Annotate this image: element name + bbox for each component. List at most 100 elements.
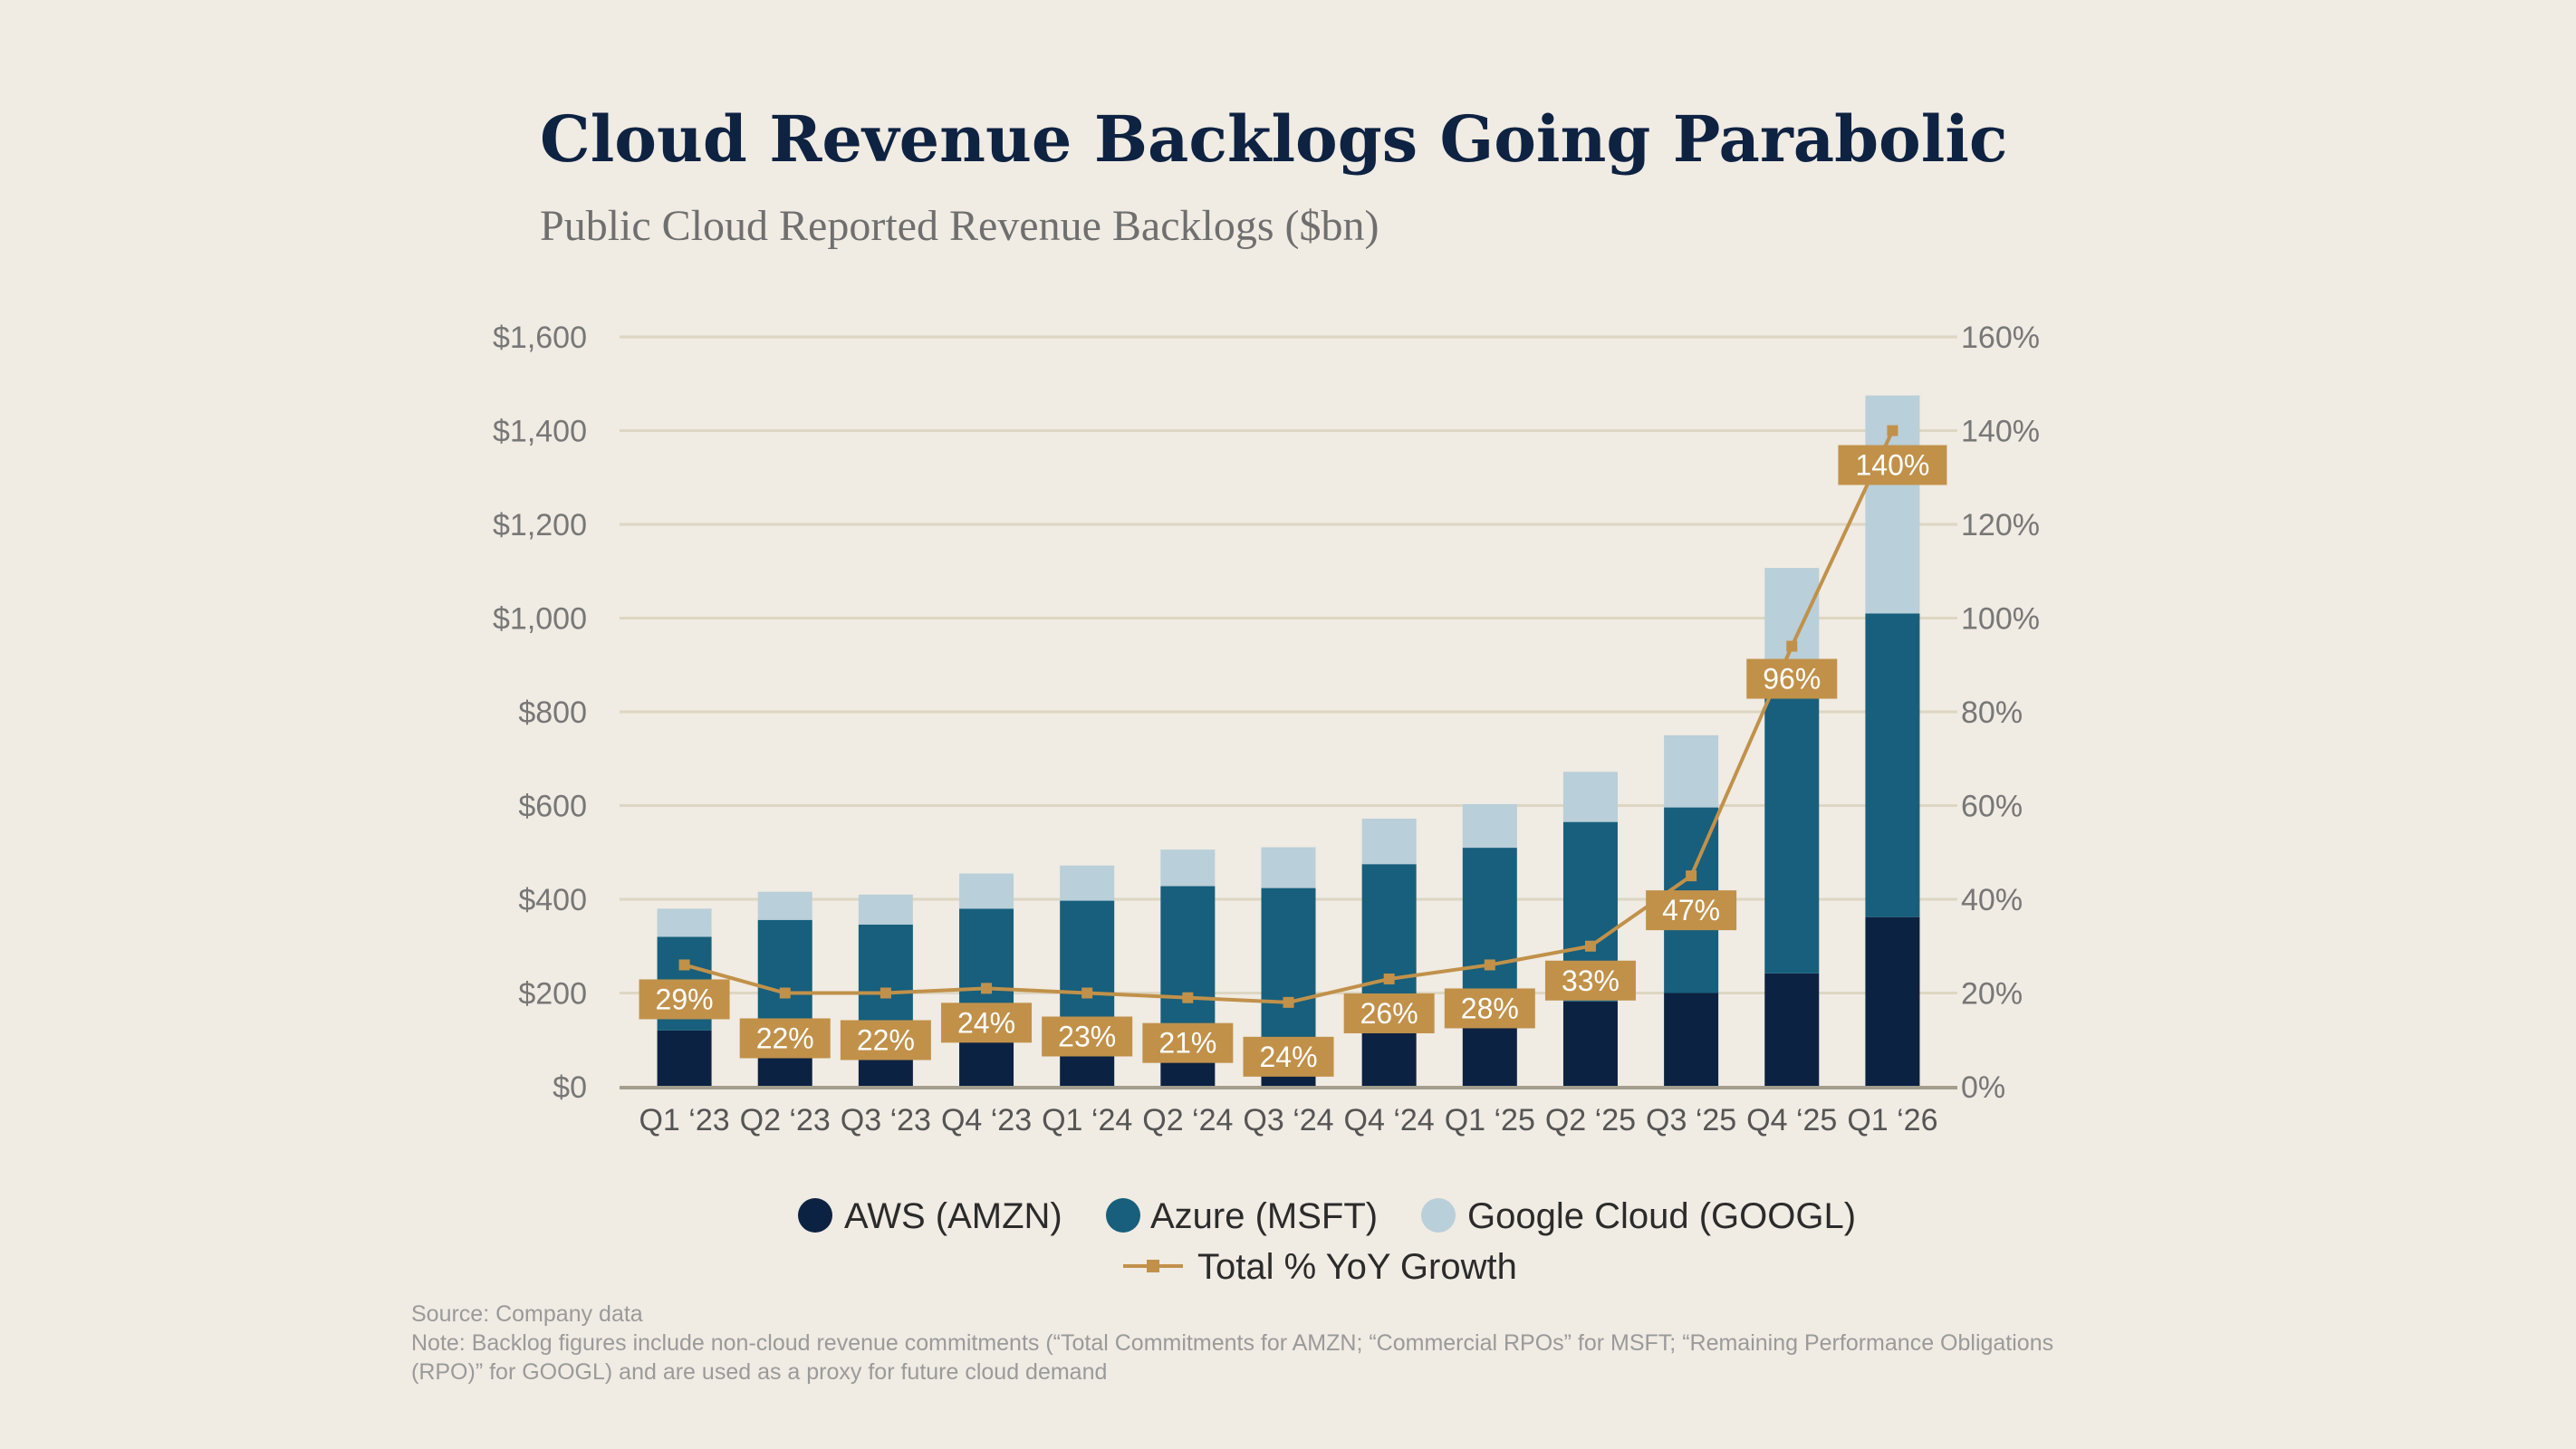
right-tick-label: 120% — [1961, 508, 2040, 542]
left-tick-label: $200 — [518, 977, 587, 1012]
x-tick-label: Q1 ‘23 — [639, 1103, 729, 1137]
x-tick-label: Q1 ‘25 — [1445, 1103, 1535, 1137]
left-tick-label: $600 — [518, 790, 587, 824]
bar-segment-aws — [959, 1037, 1014, 1087]
growth-label-box — [1142, 1022, 1234, 1063]
left-tick-label: $400 — [518, 883, 587, 917]
x-tick-label: Q4 ‘24 — [1344, 1103, 1435, 1137]
legend-label-azure: Azure (MSFT) — [1150, 1196, 1378, 1236]
growth-label-box — [1646, 890, 1737, 931]
growth-label: 33% — [1562, 964, 1620, 997]
x-tick-label: Q4 ‘23 — [941, 1103, 1032, 1137]
growth-label: 26% — [1360, 997, 1418, 1030]
x-tick-label: Q1 ‘26 — [1847, 1103, 1937, 1137]
footnote-line-2: (RPO)” for GOOGL) and are used as a prox… — [411, 1359, 1107, 1385]
growth-point — [981, 983, 993, 994]
x-tick-label: Q1 ‘24 — [1042, 1103, 1132, 1137]
bars — [657, 395, 1920, 1087]
x-axis: Q1 ‘23 Q2 ‘23 Q3 ‘23 Q4 ‘23 Q1 ‘24 Q2 ‘24 Q3 ‘… — [620, 1086, 1957, 1137]
growth-label: 24% — [1259, 1041, 1317, 1073]
right-tick-label: 80% — [1961, 696, 2023, 730]
x-tick-label: Q2 ‘25 — [1545, 1103, 1636, 1137]
growth-label: 140% — [1856, 449, 1930, 482]
bar-segment-google — [657, 908, 712, 937]
growth-label-box — [1544, 960, 1636, 1001]
bar-segment-aws — [1462, 1027, 1517, 1087]
growth-label: 96% — [1763, 663, 1821, 696]
bar-segment-aws — [1361, 1030, 1417, 1087]
growth-label: 23% — [1058, 1021, 1116, 1053]
bar-segment-aws — [1865, 916, 1920, 1087]
growth-point — [1383, 973, 1395, 984]
footnote-line-1: Note: Backlog figures include non-cloud … — [411, 1330, 2053, 1356]
bar-segment-aws — [1764, 973, 1820, 1087]
bar-segment-google — [1462, 803, 1517, 849]
growth-label: 29% — [656, 983, 714, 1015]
growth-point — [1484, 959, 1495, 971]
growth-labels: 29% 22% 22% 24% 23% 21% 24% 26% 28% 33% 47% 96% 140% — [639, 445, 1947, 1077]
growth-label-box — [1343, 993, 1435, 1033]
legend-swatch-aws — [798, 1198, 832, 1233]
growth-label-box — [941, 1003, 1033, 1043]
growth-label-box — [840, 1020, 931, 1060]
growth-point — [678, 959, 690, 971]
bar-segment-google — [1261, 847, 1316, 888]
bar-segment-google — [858, 894, 913, 925]
legend-label-google: Google Cloud (GOOGL) — [1467, 1196, 1856, 1236]
legend-swatch-growth-marker — [1147, 1260, 1159, 1272]
left-tick-label: $1,000 — [493, 602, 587, 637]
legend-label-aws: AWS (AMZN) — [844, 1196, 1062, 1236]
bar-segment-google — [1562, 772, 1618, 822]
bar-segment-google — [1160, 849, 1216, 887]
bar-segment-aws — [1562, 1001, 1618, 1087]
source-note: Source: Company data — [411, 1301, 643, 1327]
growth-point — [1584, 940, 1596, 952]
left-tick-label: $1,200 — [493, 508, 587, 542]
x-tick-label: Q4 ‘25 — [1746, 1103, 1837, 1137]
bar-segment-azure — [1764, 693, 1820, 974]
right-tick-label: 140% — [1961, 415, 2040, 449]
growth-point — [1887, 425, 1898, 437]
left-tick-label: $800 — [518, 696, 587, 730]
legend-swatch-azure — [1106, 1198, 1140, 1233]
growth-label-box — [1746, 658, 1838, 699]
right-tick-label: 160% — [1961, 321, 2040, 355]
left-tick-label: $0 — [553, 1070, 587, 1105]
x-tick-label: Q2 ‘23 — [740, 1103, 831, 1137]
bar-segment-aws — [657, 1030, 712, 1087]
growth-line — [678, 425, 1898, 1008]
legend-label-growth: Total % YoY Growth — [1197, 1247, 1517, 1287]
growth-label-box — [639, 979, 730, 1020]
left-tick-label: $1,600 — [493, 321, 587, 355]
growth-point — [1283, 996, 1294, 1008]
growth-label-box — [1243, 1036, 1334, 1077]
growth-point — [1786, 640, 1798, 652]
bar-segment-google — [1060, 865, 1115, 901]
right-tick-label: 20% — [1961, 977, 2023, 1012]
growth-label-box — [1838, 445, 1947, 485]
bar-segment-aws — [1664, 993, 1719, 1087]
right-axis: 0% 20% 40% 60% 80% 100% 120% 140% 160% — [1961, 321, 2040, 1105]
legend-swatch-google — [1421, 1198, 1456, 1233]
bar-segment-google — [959, 873, 1014, 909]
right-tick-label: 100% — [1961, 602, 2040, 637]
right-tick-label: 0% — [1961, 1070, 2005, 1105]
bar-segment-google — [1664, 734, 1719, 808]
growth-label: 22% — [857, 1024, 915, 1057]
growth-label-box — [739, 1018, 831, 1059]
growth-label: 22% — [756, 1022, 814, 1055]
growth-point — [779, 987, 791, 999]
chart-title: Cloud Revenue Backlogs Going Parabolic — [540, 101, 2008, 177]
legend: AWS (AMZN) Azure (MSFT) Google Cloud (GO… — [798, 1196, 1856, 1287]
growth-label-box — [1444, 988, 1535, 1029]
growth-point — [1182, 992, 1194, 1003]
x-tick-label: Q3 ‘23 — [841, 1103, 931, 1137]
chart-subtitle: Public Cloud Reported Revenue Backlogs (… — [540, 202, 1379, 250]
growth-label: 47% — [1662, 894, 1720, 926]
growth-label: 28% — [1461, 992, 1519, 1024]
bar-segment-azure — [1865, 613, 1920, 917]
x-tick-label: Q2 ‘24 — [1142, 1103, 1233, 1137]
x-tick-label: Q3 ‘25 — [1646, 1103, 1736, 1137]
growth-point — [1081, 987, 1093, 999]
